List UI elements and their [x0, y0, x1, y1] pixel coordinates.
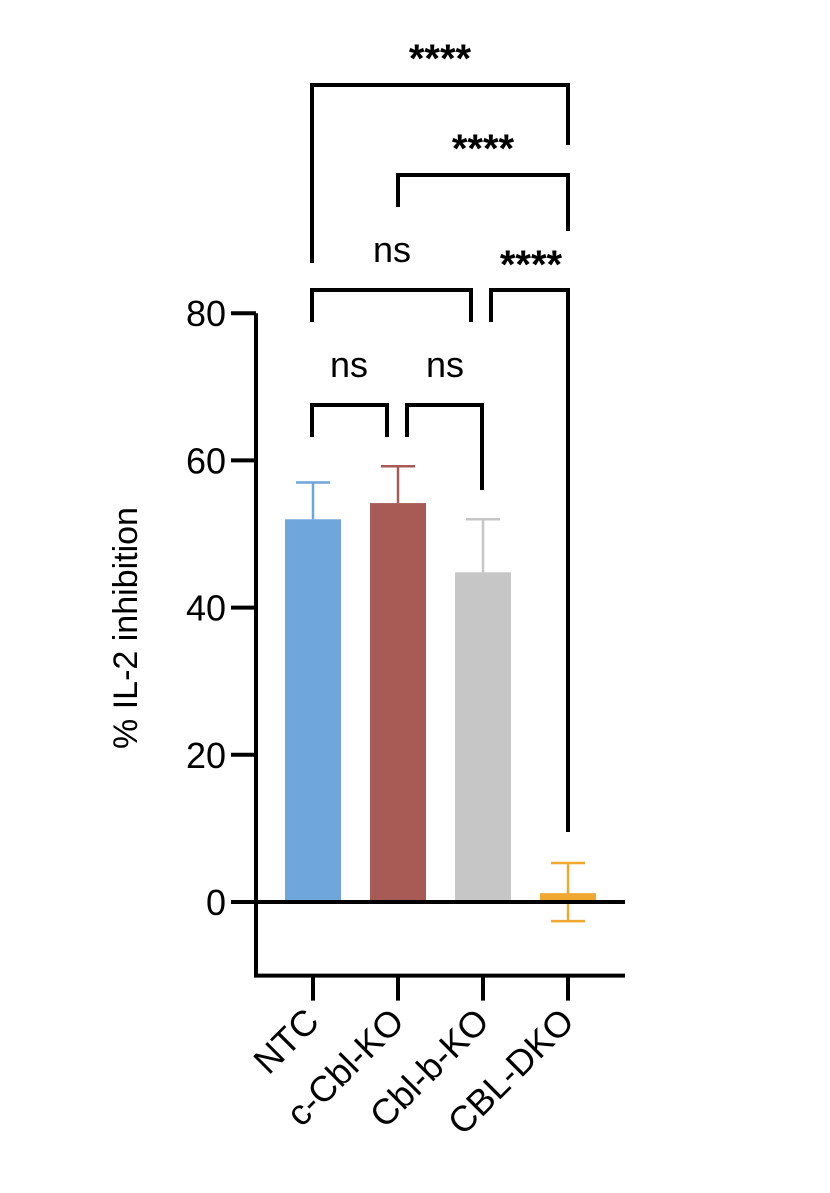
significance-bracket-1 [310, 403, 389, 437]
y-tick-label-40: 40 [186, 588, 226, 629]
y-axis-title: % IL-2 inhibition [107, 507, 145, 749]
significance-bracket-6 [310, 83, 570, 263]
y-ticks-layer: 0 20 40 60 80 [186, 293, 256, 923]
significance-layer: ns ns ns **** **** **** [310, 37, 570, 832]
y-tick-label-0: 0 [206, 882, 226, 923]
bars-layer [285, 503, 596, 902]
significance-bracket-2 [405, 403, 484, 490]
significance-bracket-4 [489, 288, 570, 832]
significance-label-5: **** [452, 127, 515, 171]
significance-bracket-5 [396, 173, 570, 231]
error-bars-layer [296, 465, 585, 923]
y-tick-label-20: 20 [186, 735, 226, 776]
bar-cbl-b-ko [455, 572, 511, 902]
bar-ntc [285, 519, 341, 902]
significance-label-6: **** [409, 37, 472, 81]
significance-label-4: **** [500, 243, 563, 287]
significance-label-1: ns [330, 344, 368, 385]
significance-bracket-3 [310, 288, 473, 322]
significance-label-2: ns [426, 344, 464, 385]
significance-label-3: ns [373, 229, 411, 270]
y-tick-label-60: 60 [186, 440, 226, 481]
axes-layer [254, 313, 625, 978]
bar-c-cbl-ko [370, 503, 426, 902]
y-tick-label-80: 80 [186, 293, 226, 334]
